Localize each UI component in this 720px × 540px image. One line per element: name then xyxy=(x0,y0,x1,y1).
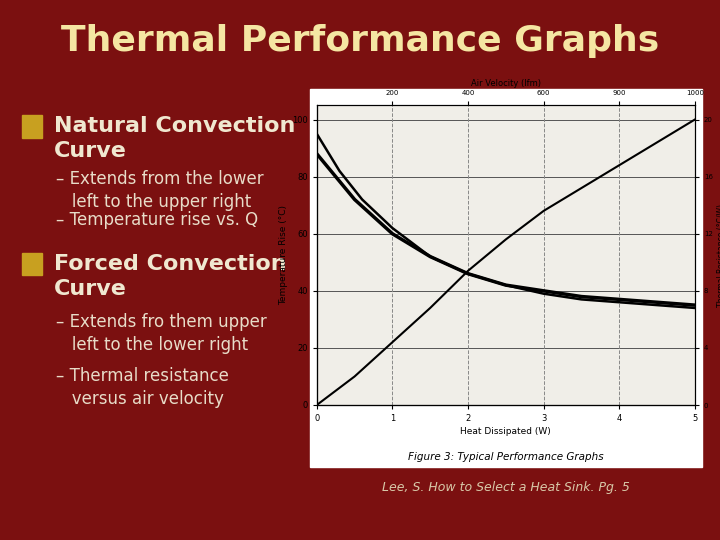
Text: Lee, S. How to Select a Heat Sink. Pg. 5: Lee, S. How to Select a Heat Sink. Pg. 5 xyxy=(382,481,630,494)
Text: Natural Convection
Curve: Natural Convection Curve xyxy=(54,116,295,161)
Y-axis label: Temperature Rise (°C): Temperature Rise (°C) xyxy=(279,205,288,305)
X-axis label: Air Velocity (lfm): Air Velocity (lfm) xyxy=(471,79,541,88)
Y-axis label: Thermal Resistance (°C/W): Thermal Resistance (°C/W) xyxy=(717,204,720,307)
X-axis label: Heat Dissipated (W): Heat Dissipated (W) xyxy=(460,427,552,436)
Text: – Temperature rise vs. Q: – Temperature rise vs. Q xyxy=(56,211,258,228)
Text: Figure 3: Typical Performance Graphs: Figure 3: Typical Performance Graphs xyxy=(408,451,603,462)
Text: – Thermal resistance
   versus air velocity: – Thermal resistance versus air velocity xyxy=(56,367,229,408)
Bar xyxy=(22,115,42,138)
Bar xyxy=(310,89,702,467)
Text: Forced Convection
Curve: Forced Convection Curve xyxy=(54,254,287,299)
Text: Thermal Performance Graphs: Thermal Performance Graphs xyxy=(61,24,659,58)
Text: – Extends fro them upper
   left to the lower right: – Extends fro them upper left to the low… xyxy=(56,313,267,354)
Bar xyxy=(22,253,42,275)
Text: – Extends from the lower
   left to the upper right: – Extends from the lower left to the upp… xyxy=(56,170,264,211)
